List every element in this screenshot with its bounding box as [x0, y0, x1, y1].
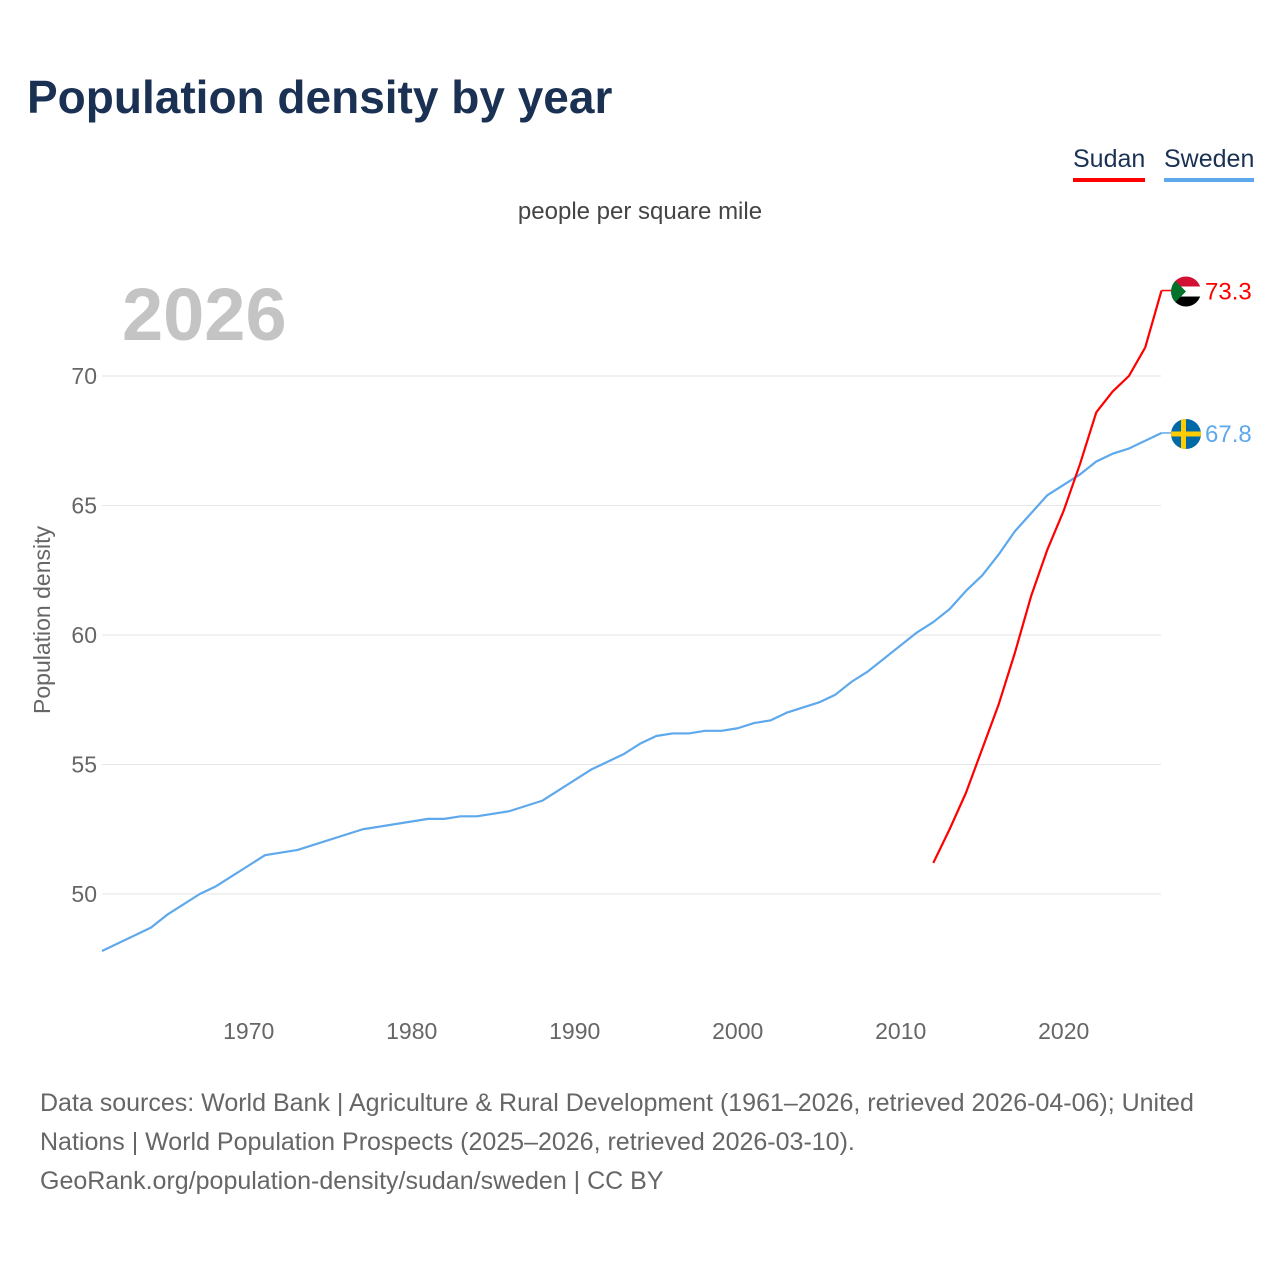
series-line-sweden — [101, 431, 1162, 952]
footer-link[interactable]: GeoRank.org/population-density/sudan/swe… — [40, 1167, 664, 1195]
y-tick-label: 70 — [71, 363, 97, 389]
x-tick-label: 2020 — [1038, 1018, 1089, 1044]
sudan-flag-icon — [1171, 276, 1201, 307]
chart-plot: 2026 Population density 50 55 60 65 70 1970 19… — [29, 273, 1252, 1044]
x-tick-label: 2000 — [712, 1018, 763, 1044]
legend-item-sweden[interactable]: Sweden — [1164, 145, 1255, 182]
flag-body — [1171, 418, 1201, 449]
y-tick-label: 65 — [71, 493, 97, 519]
end-value-label-sudan: 73.3 — [1205, 279, 1252, 306]
end-value-label-sweden: 67.8 — [1205, 421, 1252, 448]
y-tick-label: 55 — [71, 752, 97, 778]
year-watermark: 2026 — [122, 273, 287, 356]
x-tick-label: 1970 — [223, 1018, 274, 1044]
legend-item-sudan[interactable]: Sudan — [1073, 145, 1146, 182]
flag-cross — [1181, 418, 1186, 449]
x-tick-label: 1980 — [386, 1018, 437, 1044]
chart-title: Population density by year — [27, 71, 613, 123]
x-tick-label: 1990 — [549, 1018, 600, 1044]
flag-stripe — [1171, 296, 1201, 307]
y-tick-label: 60 — [71, 622, 97, 648]
series-line-sudan — [932, 290, 1163, 864]
sweden-flag-icon — [1171, 418, 1201, 449]
y-tick-label: 50 — [71, 881, 97, 907]
flag-stripe — [1171, 276, 1201, 287]
flag-triangle — [1171, 276, 1186, 307]
chart-subtitle: people per square mile — [517, 198, 763, 225]
flag-body — [1171, 276, 1201, 307]
x-tick-label: 2010 — [875, 1018, 926, 1044]
y-axis-label: Population density — [29, 526, 55, 714]
footer-sources-text: Data sources: World Bank | Agriculture &… — [40, 1089, 1194, 1156]
footer-sources: Data sources: World Bank | Agriculture &… — [40, 1084, 1250, 1201]
